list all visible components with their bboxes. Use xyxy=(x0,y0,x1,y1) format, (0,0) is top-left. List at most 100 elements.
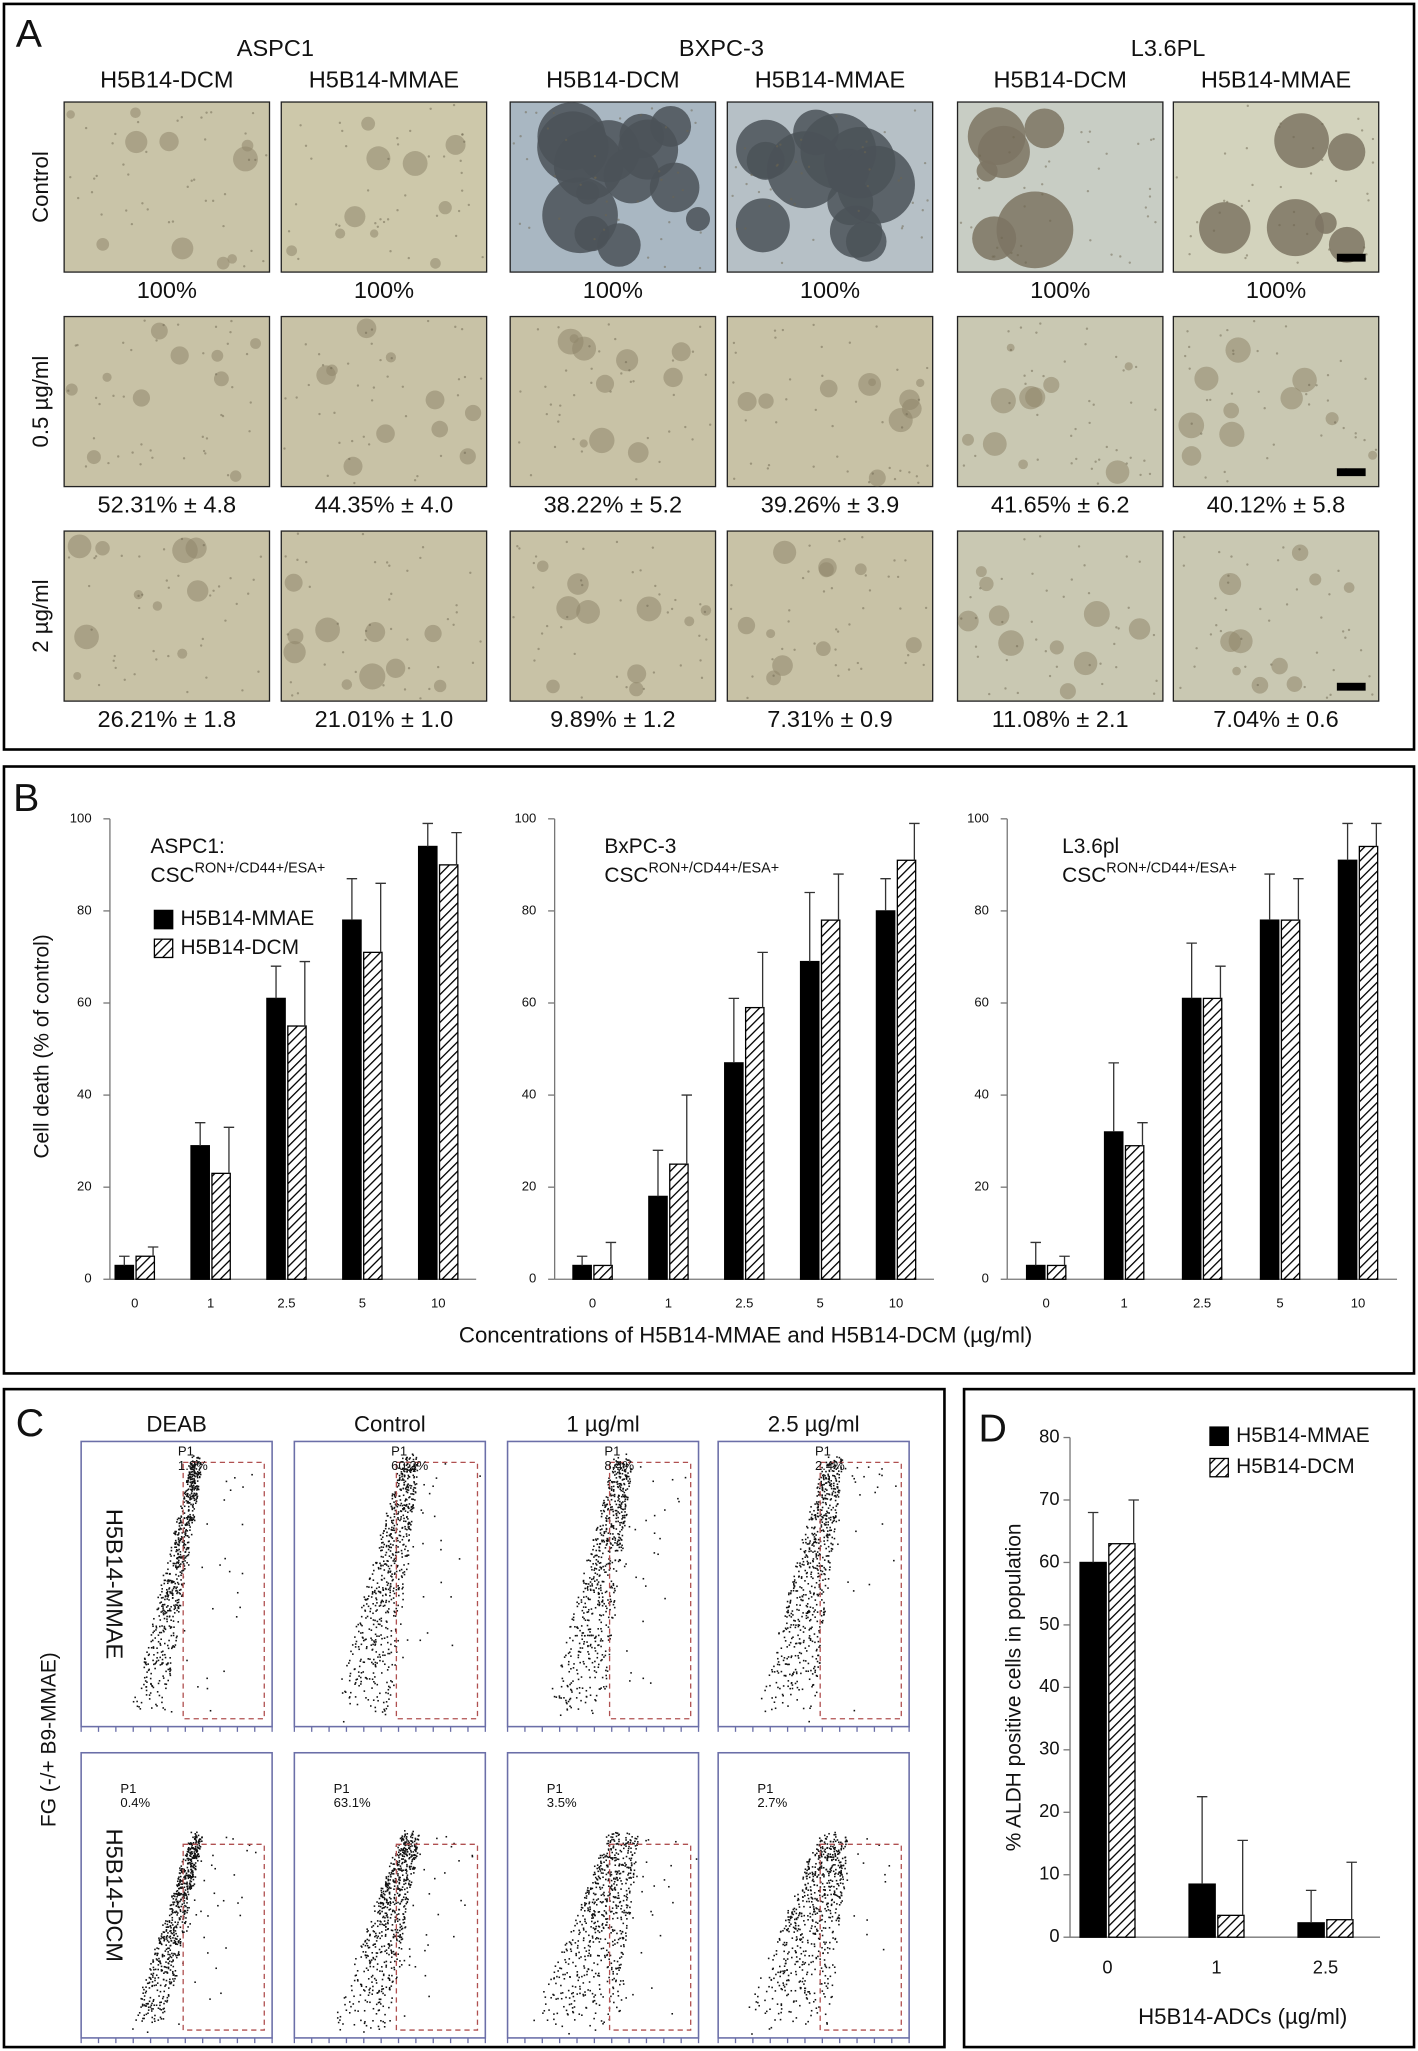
debris xyxy=(676,171,680,174)
event xyxy=(414,1464,416,1467)
event xyxy=(173,1608,176,1611)
event xyxy=(170,1605,172,1608)
event xyxy=(378,1586,380,1588)
event xyxy=(391,1856,394,1859)
event xyxy=(618,1503,621,1506)
event xyxy=(170,1546,173,1549)
event xyxy=(177,1562,180,1564)
event xyxy=(155,1958,158,1960)
event xyxy=(585,1606,587,1609)
event xyxy=(393,1573,396,1575)
event xyxy=(159,1961,161,1964)
debris xyxy=(533,659,536,662)
debris xyxy=(1092,403,1095,406)
event xyxy=(586,1589,589,1591)
event xyxy=(142,2017,144,2020)
event xyxy=(402,1468,404,1470)
event xyxy=(241,1572,244,1575)
event xyxy=(815,1501,818,1503)
event xyxy=(583,1640,586,1643)
event xyxy=(393,1513,396,1515)
event xyxy=(817,1654,819,1657)
event xyxy=(176,1578,178,1580)
y-tick-label: 100 xyxy=(967,810,989,825)
event xyxy=(154,2014,156,2017)
event xyxy=(823,1536,826,1539)
debris xyxy=(1139,473,1142,477)
event xyxy=(808,1610,811,1613)
event xyxy=(356,1703,359,1706)
event xyxy=(826,1526,828,1529)
event xyxy=(168,1914,171,1917)
event xyxy=(191,1466,193,1469)
event xyxy=(379,1534,382,1537)
event xyxy=(395,1651,398,1653)
result-label: 7.31% ± 0.9 xyxy=(767,706,892,732)
event xyxy=(627,1475,630,1478)
event xyxy=(169,1944,172,1947)
event xyxy=(176,1604,179,1607)
event xyxy=(394,1560,397,1562)
colony xyxy=(227,254,238,264)
event xyxy=(791,1687,794,1690)
debris xyxy=(92,437,96,440)
event xyxy=(592,1539,595,1541)
event xyxy=(145,1676,148,1678)
event xyxy=(602,1580,605,1583)
event xyxy=(605,1605,607,1607)
debris xyxy=(860,667,863,671)
event xyxy=(176,1599,179,1601)
event xyxy=(600,1534,603,1536)
colony xyxy=(579,439,588,448)
event xyxy=(811,1518,814,1520)
x-tick-label: 5 xyxy=(817,1296,824,1311)
event xyxy=(161,1997,164,2000)
debris xyxy=(190,179,193,182)
event xyxy=(378,1547,381,1549)
event xyxy=(140,2006,142,2008)
event xyxy=(140,1997,143,2000)
event xyxy=(183,1512,186,1514)
event xyxy=(191,1857,194,1859)
event xyxy=(778,1663,781,1666)
event xyxy=(810,1576,813,1578)
error-bar xyxy=(652,1149,664,1197)
event xyxy=(153,1663,155,1666)
debris xyxy=(460,171,463,175)
event xyxy=(817,1538,820,1541)
event xyxy=(225,1947,227,1949)
event xyxy=(179,1938,181,1941)
event xyxy=(401,1556,404,1558)
debris xyxy=(376,225,380,228)
event xyxy=(179,1910,182,1913)
event xyxy=(186,1887,189,1890)
event xyxy=(167,1967,170,1970)
event xyxy=(171,1912,174,1914)
event xyxy=(823,1514,825,1517)
colony xyxy=(229,470,242,482)
event xyxy=(586,1624,589,1627)
event xyxy=(609,1487,611,1490)
event xyxy=(844,1467,847,1470)
debris xyxy=(1223,152,1227,155)
debris xyxy=(1321,122,1324,126)
event xyxy=(189,1847,191,1850)
event xyxy=(179,1881,181,1883)
event xyxy=(831,1462,833,1465)
event xyxy=(175,1549,178,1551)
bar xyxy=(572,1264,592,1280)
event xyxy=(375,1982,378,1984)
error-bar xyxy=(422,822,434,847)
debris xyxy=(1306,232,1309,236)
event xyxy=(173,1554,176,1557)
event xyxy=(169,1949,172,1951)
event xyxy=(768,1674,771,1677)
event xyxy=(796,1597,799,1599)
event xyxy=(163,1972,165,1975)
event xyxy=(192,1506,194,1509)
event xyxy=(824,1573,826,1576)
event xyxy=(160,1584,163,1587)
event xyxy=(154,1953,156,1956)
event xyxy=(607,1499,609,1501)
event xyxy=(196,1850,199,1853)
